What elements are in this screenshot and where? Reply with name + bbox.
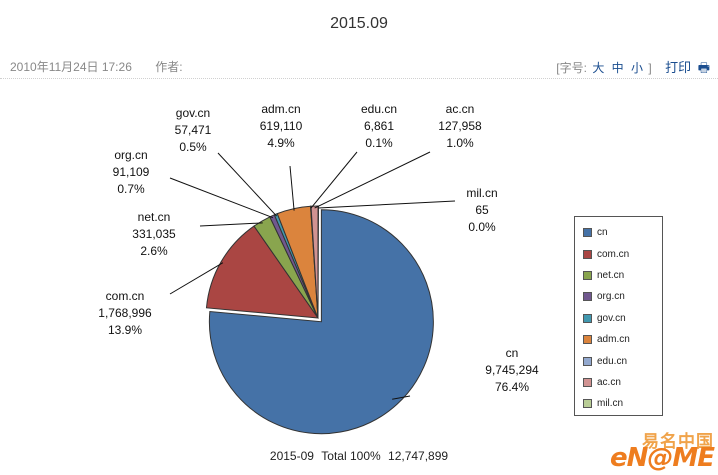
watermark-en: eN@ME bbox=[609, 443, 715, 473]
legend-item: net.cn bbox=[575, 265, 662, 286]
legend-swatch bbox=[583, 313, 592, 323]
legend-item: cn bbox=[575, 222, 662, 243]
slice-percent-label: 1.0% bbox=[446, 136, 474, 150]
chart-legend: cn com.cn net.cn org.cn gov.cn adm.cn edu.cn ac… bbox=[574, 216, 663, 416]
slice-name-label: net.cn bbox=[138, 210, 171, 224]
slice-percent-label: 0.0% bbox=[468, 220, 496, 234]
legend-label: mil.cn bbox=[597, 398, 624, 410]
chart-total: 2015-09 Total 100% 12,747,899 bbox=[0, 449, 718, 463]
pie-slice-com-cn bbox=[205, 225, 320, 319]
leader-line-mil-cn bbox=[318, 200, 456, 209]
font-size-medium[interactable]: 中 bbox=[611, 61, 624, 75]
slice-value-label: 1,768,996 bbox=[98, 306, 152, 320]
leader-line-cn bbox=[392, 395, 411, 400]
slice-value-label: 619,110 bbox=[260, 119, 303, 133]
legend-item: ac.cn bbox=[575, 372, 662, 393]
legend-swatch bbox=[583, 292, 592, 302]
slice-value-label: 9,745,294 bbox=[485, 363, 539, 377]
legend-item: adm.cn bbox=[575, 329, 662, 350]
slice-name-label: ac.cn bbox=[446, 102, 475, 116]
legend-swatch bbox=[583, 270, 592, 280]
slice-percent-label: 13.9% bbox=[108, 323, 142, 337]
printer-icon: 🖶 bbox=[697, 60, 710, 75]
page-title: 2015.09 bbox=[330, 15, 388, 32]
slice-name-label: gov.cn bbox=[176, 106, 210, 120]
article-tools: [字号: 大 中 小 ] 打印 🖶 bbox=[556, 57, 710, 81]
total-label: 2015-09 bbox=[269, 449, 314, 463]
print-button[interactable]: 打印 🖶 bbox=[665, 60, 710, 75]
slice-percent-label: 76.4% bbox=[495, 380, 529, 394]
legend-item: gov.cn bbox=[575, 308, 662, 329]
legend-label: net.cn bbox=[597, 269, 625, 281]
font-size-small[interactable]: 小 bbox=[631, 61, 644, 75]
legend-item: mil.cn bbox=[575, 393, 662, 414]
total-text: Total 100% bbox=[321, 449, 381, 463]
slice-percent-label: 4.9% bbox=[267, 136, 295, 150]
watermark-cn: 易名中国 bbox=[642, 432, 714, 451]
legend-swatch bbox=[583, 356, 592, 366]
leader-line-com-cn bbox=[169, 262, 224, 295]
font-size-large[interactable]: 大 bbox=[592, 61, 605, 75]
legend-label: org.cn bbox=[597, 291, 625, 303]
slice-value-label: 65 bbox=[475, 203, 489, 217]
legend-swatch bbox=[583, 399, 592, 409]
pie-slice-mil-cn bbox=[317, 205, 320, 319]
legend-swatch bbox=[583, 377, 592, 387]
legend-label: adm.cn bbox=[597, 334, 630, 346]
legend-item: org.cn bbox=[575, 286, 662, 307]
legend-swatch bbox=[583, 335, 592, 345]
leader-line-ac-cn bbox=[314, 151, 431, 209]
total-value: 12,747,899 bbox=[388, 449, 449, 463]
slice-percent-label: 0.1% bbox=[365, 136, 393, 150]
slice-name-label: edu.cn bbox=[361, 102, 397, 116]
legend-label: edu.cn bbox=[597, 355, 628, 367]
legend-label: ac.cn bbox=[597, 376, 621, 388]
font-size-close: ] bbox=[648, 61, 652, 75]
slice-name-label: cn bbox=[506, 346, 519, 360]
publish-date: 2010年11月24日 17:26 bbox=[10, 60, 132, 74]
legend-swatch bbox=[583, 228, 592, 238]
legend-swatch bbox=[583, 249, 592, 259]
slice-percent-label: 0.5% bbox=[179, 140, 207, 154]
watermark-logo: 易名中国 eN@ME bbox=[608, 427, 715, 473]
slice-name-label: adm.cn bbox=[261, 102, 300, 116]
leader-line-org-cn bbox=[169, 177, 274, 219]
slice-value-label: 127,958 bbox=[438, 119, 482, 133]
leader-line-gov-cn bbox=[217, 152, 277, 217]
pie-slice-cn bbox=[208, 209, 434, 435]
legend-label: com.cn bbox=[597, 248, 630, 260]
leader-line-adm-cn bbox=[289, 165, 295, 211]
slice-value-label: 91,109 bbox=[113, 165, 150, 179]
slice-value-label: 6,861 bbox=[364, 119, 394, 133]
header-divider bbox=[0, 78, 718, 79]
slice-name-label: mil.cn bbox=[466, 186, 497, 200]
slice-percent-label: 2.6% bbox=[140, 244, 168, 258]
slice-value-label: 331,035 bbox=[132, 227, 176, 241]
legend-item: edu.cn bbox=[575, 350, 662, 371]
legend-item: com.cn bbox=[575, 243, 662, 264]
author-label: 作者: bbox=[155, 60, 183, 74]
slice-percent-label: 0.7% bbox=[117, 182, 145, 196]
article-meta: 2010年11月24日 17:26 作者: bbox=[10, 58, 203, 75]
legend-label: cn bbox=[597, 227, 608, 239]
slice-name-label: com.cn bbox=[106, 289, 145, 303]
print-label: 打印 bbox=[665, 60, 692, 75]
leader-line-edu-cn bbox=[310, 151, 358, 209]
leader-line-net-cn bbox=[199, 222, 263, 227]
slice-value-label: 57,471 bbox=[175, 123, 212, 137]
font-size-label: [字号: bbox=[556, 61, 587, 75]
legend-label: gov.cn bbox=[597, 312, 626, 324]
slice-name-label: org.cn bbox=[114, 148, 147, 162]
